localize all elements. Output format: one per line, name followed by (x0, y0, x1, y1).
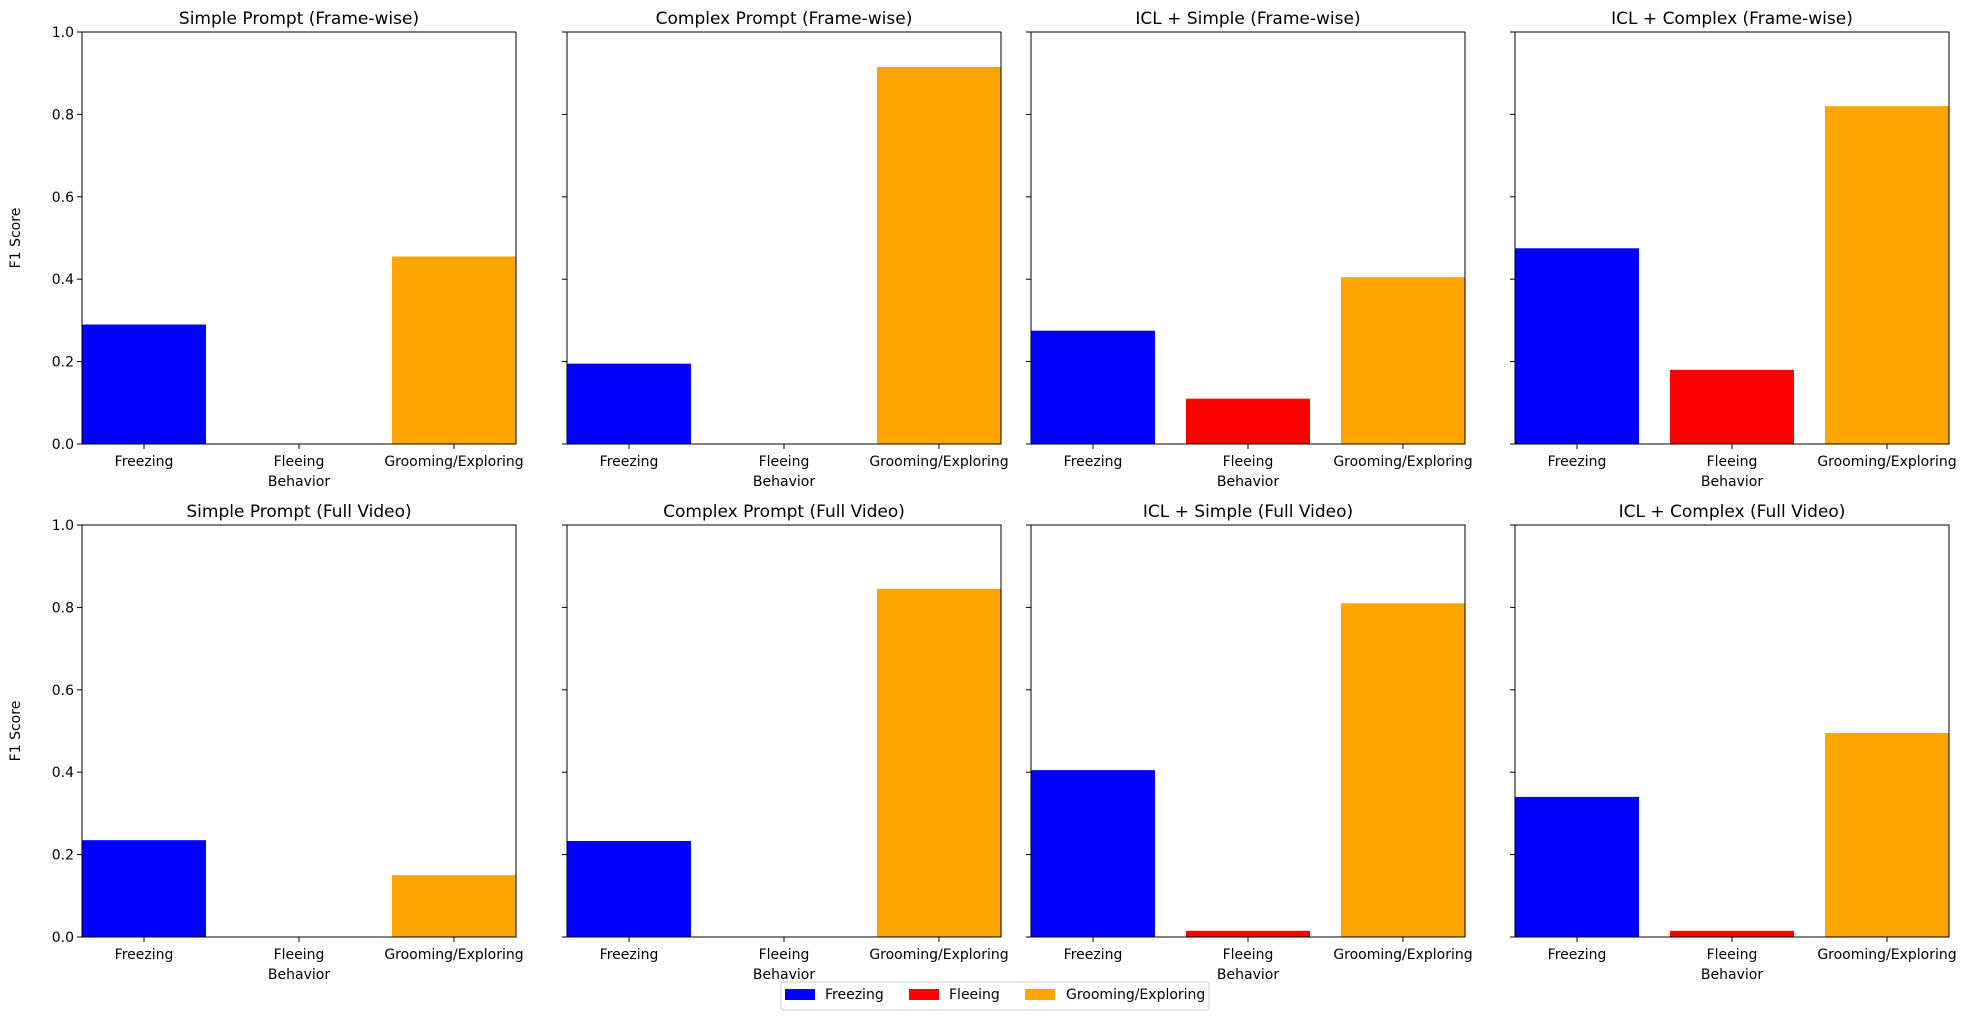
chart-7-bar-freezing (1031, 770, 1156, 937)
chart-2: Freezing Fleeing Grooming/Exploring Behavio… (562, 9, 1009, 490)
chart-3-xtick-label-fleeing: Fleeing (1223, 454, 1274, 470)
chart-5-ytick-label: 0.4 (52, 765, 74, 781)
chart-3-title: ICL + Simple (Frame-wise) (1135, 9, 1360, 29)
chart-3-xtick-label-grooming-exploring: Grooming/Exploring (1333, 454, 1472, 470)
chart-1-bar-grooming-exploring (391, 256, 516, 444)
chart-5-xtick-label-fleeing: Fleeing (274, 947, 325, 963)
legend: Freezing Fleeing Grooming/Exploring (780, 981, 1210, 1011)
chart-2-xlabel: Behavior (753, 474, 815, 490)
chart-5-xlabel: Behavior (268, 967, 330, 983)
chart-2-xtick-label-freezing: Freezing (600, 454, 659, 470)
chart-6-xlabel: Behavior (753, 967, 815, 983)
chart-1-xtick-label-freezing: Freezing (115, 454, 174, 470)
chart-8-bar-fleeing (1670, 930, 1794, 937)
chart-3-bar-grooming-exploring (1340, 277, 1465, 444)
chart-6: Freezing Fleeing Grooming/Exploring Behavio… (562, 502, 1009, 983)
chart-4-xtick-label-freezing: Freezing (1548, 454, 1607, 470)
chart-1-title: Simple Prompt (Frame-wise) (179, 9, 419, 29)
chart-1-ytick-label: 1.0 (52, 25, 74, 41)
chart-6-bar-grooming-exploring (876, 588, 1001, 937)
chart-8-xtick-label-fleeing: Fleeing (1707, 947, 1758, 963)
chart-7-xlabel: Behavior (1217, 967, 1279, 983)
chart-8: Freezing Fleeing Grooming/Exploring Behavio… (1510, 502, 1957, 983)
chart-7-xtick-label-grooming-exploring: Grooming/Exploring (1333, 947, 1472, 963)
chart-panels: 0.0 0.2 0.4 0.6 0.8 1.0 Freezing Fleeing Groomin… (8, 9, 1957, 983)
chart-5-ylabel: F1 Score (8, 701, 24, 762)
chart-7-bar-fleeing (1186, 930, 1310, 937)
chart-7: Freezing Fleeing Grooming/Exploring Behavio… (1026, 502, 1473, 983)
chart-1-ytick-label: 0.2 (52, 355, 74, 371)
chart-5-ytick-label: 1.0 (52, 518, 74, 534)
chart-5: 0.0 0.2 0.4 0.6 0.8 1.0 Freezing Fleeing Groomin… (8, 502, 524, 983)
chart-2-xtick-label-fleeing: Fleeing (759, 454, 810, 470)
chart-1-ytick-label: 0.0 (52, 437, 74, 453)
chart-6-xtick-label-fleeing: Fleeing (759, 947, 810, 963)
chart-1: 0.0 0.2 0.4 0.6 0.8 1.0 Freezing Fleeing Groomin… (8, 9, 524, 490)
chart-1-ytick-label: 0.8 (52, 107, 74, 123)
chart-4-bar-grooming-exploring (1824, 106, 1949, 444)
chart-4: Freezing Fleeing Grooming/Exploring Behavio… (1510, 9, 1957, 490)
legend-label-grooming-exploring: Grooming/Exploring (1066, 987, 1205, 1003)
chart-4-xtick-label-fleeing: Fleeing (1707, 454, 1758, 470)
chart-7-title: ICL + Simple (Full Video) (1143, 502, 1353, 522)
chart-6-xtick-label-freezing: Freezing (600, 947, 659, 963)
chart-3-bar-fleeing (1186, 398, 1310, 444)
chart-5-xtick-label-freezing: Freezing (115, 947, 174, 963)
chart-5-bar-freezing (82, 840, 207, 937)
chart-3-bar-freezing (1031, 330, 1156, 444)
chart-4-xlabel: Behavior (1701, 474, 1763, 490)
chart-6-xtick-label-grooming-exploring: Grooming/Exploring (869, 947, 1008, 963)
chart-1-ytick-label: 0.4 (52, 272, 74, 288)
chart-3-xlabel: Behavior (1217, 474, 1279, 490)
chart-6-bar-freezing (567, 841, 692, 937)
chart-2-xtick-label-grooming-exploring: Grooming/Exploring (869, 454, 1008, 470)
chart-7-xtick-label-fleeing: Fleeing (1223, 947, 1274, 963)
chart-1-xtick-label-grooming-exploring: Grooming/Exploring (384, 454, 523, 470)
chart-4-bar-fleeing (1670, 369, 1794, 444)
chart-8-bar-freezing (1515, 796, 1640, 937)
chart-4-bar-freezing (1515, 248, 1640, 444)
chart-8-xlabel: Behavior (1701, 967, 1763, 983)
chart-5-xtick-label-grooming-exploring: Grooming/Exploring (384, 947, 523, 963)
chart-8-xtick-label-grooming-exploring: Grooming/Exploring (1817, 947, 1956, 963)
chart-8-bar-grooming-exploring (1824, 733, 1949, 937)
legend-label-freezing: Freezing (825, 987, 884, 1003)
legend-swatch-freezing (785, 989, 815, 1000)
chart-5-ytick-label: 0.6 (52, 683, 74, 699)
chart-1-bar-freezing (82, 324, 207, 444)
legend-label-fleeing: Fleeing (949, 987, 1000, 1003)
chart-6-title: Complex Prompt (Full Video) (663, 502, 905, 522)
chart-1-ylabel: F1 Score (8, 208, 24, 269)
legend-frame (780, 981, 1210, 1011)
chart-5-bar-grooming-exploring (391, 875, 516, 937)
chart-4-xtick-label-grooming-exploring: Grooming/Exploring (1817, 454, 1956, 470)
chart-2-bar-freezing (567, 363, 692, 444)
chart-2-title: Complex Prompt (Frame-wise) (656, 9, 913, 29)
legend-swatch-grooming-exploring (1025, 989, 1055, 1000)
chart-8-xtick-label-freezing: Freezing (1548, 947, 1607, 963)
chart-5-ytick-label: 0.2 (52, 848, 74, 864)
chart-5-ytick-label: 0.0 (52, 930, 74, 946)
chart-5-ytick-label: 0.8 (52, 600, 74, 616)
chart-7-xtick-label-freezing: Freezing (1064, 947, 1123, 963)
chart-1-ytick-label: 0.6 (52, 190, 74, 206)
chart-5-title: Simple Prompt (Full Video) (186, 502, 411, 522)
chart-1-xlabel: Behavior (268, 474, 330, 490)
chart-4-title: ICL + Complex (Frame-wise) (1611, 9, 1853, 29)
chart-3-xtick-label-freezing: Freezing (1064, 454, 1123, 470)
chart-7-bar-grooming-exploring (1340, 603, 1465, 937)
legend-swatch-fleeing (909, 989, 939, 1000)
chart-2-bar-grooming-exploring (876, 67, 1001, 445)
chart-1-xtick-label-fleeing: Fleeing (274, 454, 325, 470)
chart-3: Freezing Fleeing Grooming/Exploring Behavio… (1026, 9, 1473, 490)
chart-8-title: ICL + Complex (Full Video) (1619, 502, 1846, 522)
